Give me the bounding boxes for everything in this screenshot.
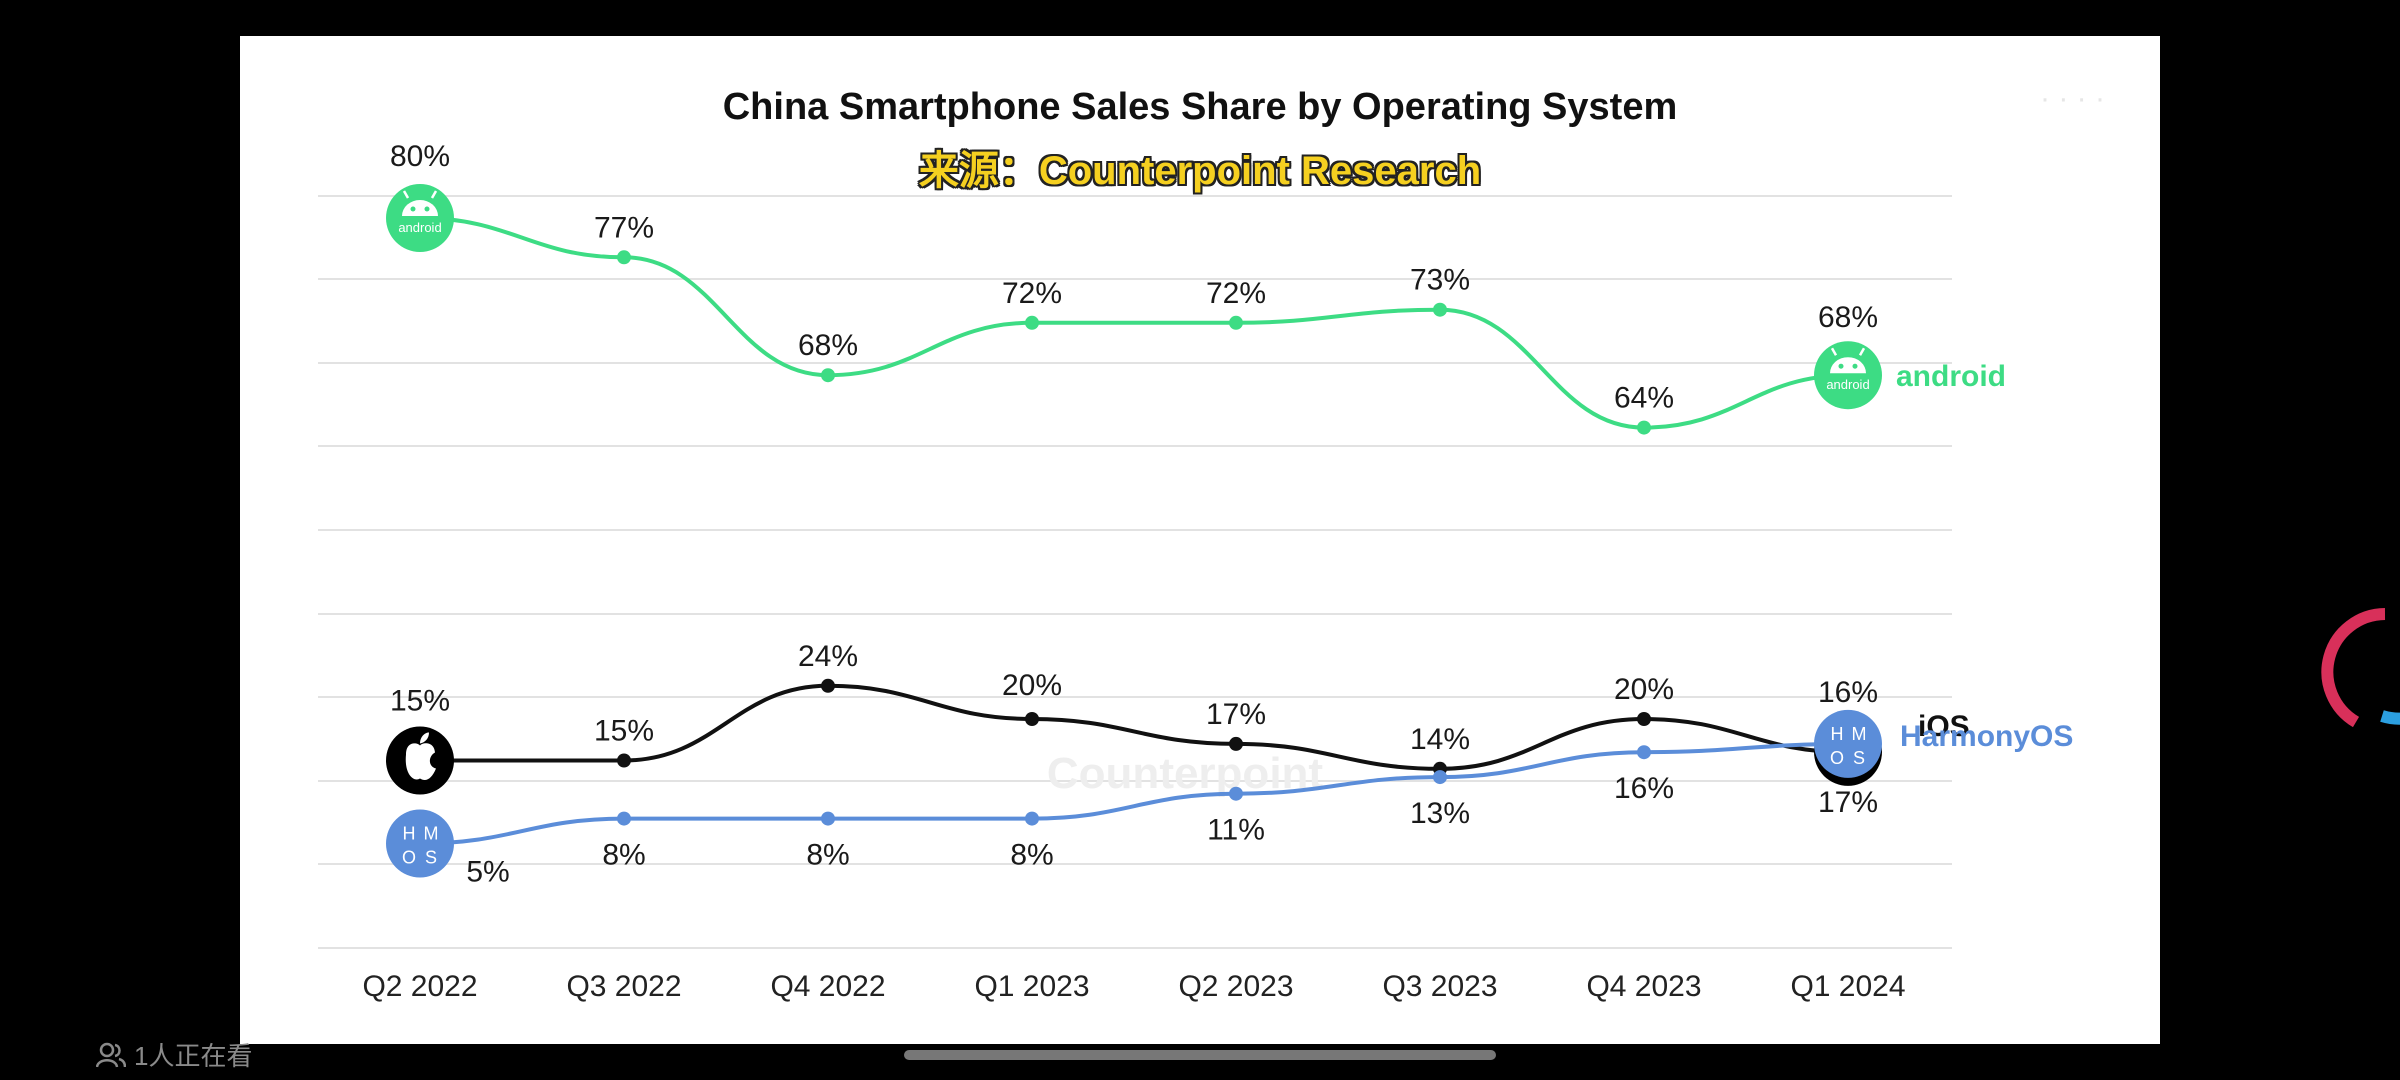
data-label: 77% (594, 211, 654, 244)
data-label: 68% (798, 329, 858, 362)
x-tick-label: Q3 2022 (566, 970, 681, 1003)
data-point (617, 250, 631, 265)
android-logo-icon: android (1814, 341, 1882, 410)
data-label: 5% (466, 856, 509, 889)
data-label: 80% (390, 140, 450, 173)
chart-canvas: Counterpoint 80% 77% 68% 72% 72% 73% 64% 68% 15%… (318, 140, 2073, 1003)
data-label: 13% (1410, 797, 1470, 830)
data-point (1637, 420, 1651, 435)
harmonyos-badge-letter: M (424, 824, 439, 844)
harmonyos-logo-icon: H MO S (386, 809, 454, 878)
series-name-android: android (1896, 360, 2006, 393)
data-label: 72% (1206, 277, 1266, 310)
data-point (1433, 302, 1447, 317)
home-indicator[interactable] (904, 1050, 1496, 1060)
data-label: 64% (1614, 382, 1674, 415)
android-badge-text: android (1826, 377, 1869, 392)
x-axis: Q2 2022 Q3 2022 Q4 2022 Q1 2023 Q2 2023 Q3 20… (362, 970, 1905, 1003)
harmonyos-badge-letter: O (402, 848, 416, 868)
apple-logo-icon (386, 726, 454, 795)
x-tick-label: Q1 2024 (1790, 970, 1905, 1003)
data-point (1229, 736, 1243, 751)
data-label: 8% (806, 839, 849, 872)
data-label: 11% (1207, 814, 1265, 847)
data-label: 20% (1614, 673, 1674, 706)
data-label: 17% (1818, 786, 1878, 819)
data-label: 73% (1410, 264, 1470, 297)
data-point (1025, 712, 1039, 726)
series-layer: 80% 77% 68% 72% 72% 73% 64% 68% 15% 15% 24% 20% 17% 1… (386, 140, 2073, 889)
bilibili-watermark: · · · · (2040, 82, 2105, 115)
android-badge-text: android (398, 220, 441, 235)
data-label: 68% (1818, 301, 1878, 334)
harmonyos-badge-letter: H (403, 824, 416, 844)
x-tick-label: Q4 2023 (1586, 970, 1701, 1003)
data-label: 15% (390, 685, 450, 718)
data-label: 16% (1614, 772, 1674, 805)
data-label: 8% (602, 839, 645, 872)
loading-spinner-icon (2321, 608, 2400, 728)
data-label: 8% (1010, 839, 1053, 872)
data-point (1637, 712, 1651, 726)
data-label: 17% (1206, 698, 1266, 731)
series-line-android (419, 216, 1849, 430)
data-label: 20% (1002, 669, 1062, 702)
x-tick-label: Q4 2022 (770, 970, 885, 1003)
harmonyos-badge-letter: S (425, 848, 437, 868)
data-point (821, 811, 835, 826)
harmonyos-badge-letter: S (1853, 748, 1865, 768)
data-point (1229, 786, 1243, 801)
x-tick-label: Q2 2023 (1178, 970, 1293, 1003)
viewer-count: 1人正在看 (96, 1036, 252, 1073)
grid-lines (318, 195, 1952, 949)
harmonyos-badge-letter: O (1830, 748, 1844, 768)
x-tick-label: Q2 2022 (362, 970, 477, 1003)
x-tick-label: Q3 2023 (1382, 970, 1497, 1003)
chart-title: China Smartphone Sales Share by Operatin… (722, 86, 1678, 128)
data-label: 16% (1818, 676, 1878, 709)
viewer-count-label: 1人正在看 (134, 1041, 253, 1071)
data-label: 15% (594, 715, 654, 748)
data-point (821, 368, 835, 383)
counterpoint-watermark: Counterpoint (1047, 749, 1324, 798)
chart-slide: Counterpoint 80% 77% 68% 72% 72% 73% 64% 68% 15%… (240, 36, 2160, 1044)
x-tick-label: Q1 2023 (974, 970, 1089, 1003)
data-label: 14% (1410, 723, 1470, 756)
chart-subtitle: 来源：Counterpoint Research (918, 149, 1482, 193)
harmonyos-badge-letter: H (1831, 724, 1844, 744)
data-point (617, 811, 631, 826)
data-point (1637, 745, 1651, 760)
data-point (1025, 811, 1039, 826)
harmonyos-badge-letter: M (1852, 724, 1867, 744)
android-logo-icon: android (386, 184, 454, 252)
data-point (1025, 315, 1039, 330)
data-label: 72% (1002, 277, 1062, 310)
series-line-ios (420, 683, 1849, 771)
series-line-harmonyos (419, 741, 1849, 846)
people-icon (96, 1042, 126, 1067)
data-point (617, 753, 631, 768)
data-point (1433, 770, 1447, 785)
series-name-ios: iOS (1918, 710, 1970, 743)
data-point (1229, 315, 1243, 330)
data-label: 24% (798, 640, 858, 673)
series-name-harmonyos: HarmonyOS (1900, 720, 2073, 753)
harmonyos-logo-icon: H MO S (1814, 709, 1882, 786)
data-point (821, 678, 835, 693)
